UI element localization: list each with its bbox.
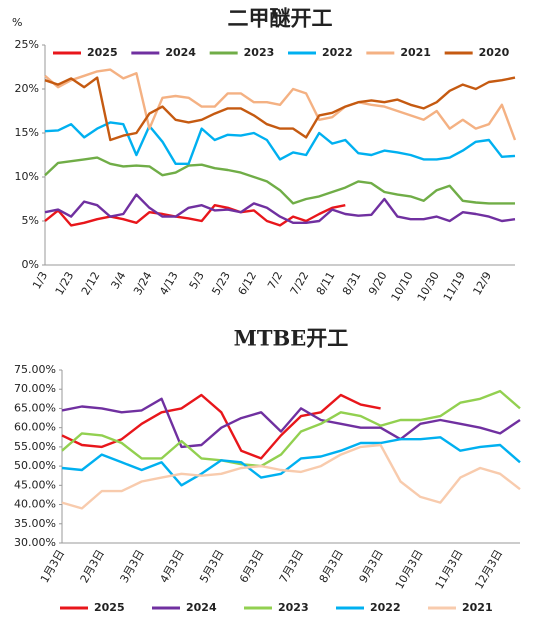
y-tick-label: 10% xyxy=(15,170,39,183)
x-tick-label: 11月3日 xyxy=(433,548,466,592)
y-tick-label: 75.00% xyxy=(14,363,56,376)
chart-title: 二甲醚开工 xyxy=(228,6,333,31)
x-tick-label: 8/11 xyxy=(314,270,338,298)
y-tick-label: 50.00% xyxy=(14,459,56,472)
x-tick-label: 7月3日 xyxy=(277,548,306,586)
series-line xyxy=(44,76,516,142)
series-line xyxy=(44,204,346,227)
x-tick-label: 9/20 xyxy=(366,270,390,298)
series-line xyxy=(44,121,516,165)
y-axis-label: % xyxy=(12,16,22,29)
x-tick-label: 11/19 xyxy=(441,270,468,304)
x-tick-label: 10/30 xyxy=(415,270,442,304)
legend-label: 2024 xyxy=(165,46,196,59)
x-tick-label: 1/23 xyxy=(53,270,77,298)
series-line xyxy=(61,397,521,449)
legend-label: 2025 xyxy=(94,601,125,614)
x-tick-label: 2/12 xyxy=(79,270,103,298)
legend-label: 2020 xyxy=(479,46,510,59)
legend-label: 2022 xyxy=(322,46,353,59)
y-tick-label: 45.00% xyxy=(14,478,56,491)
y-tick-label: 60.00% xyxy=(14,421,56,434)
x-tick-label: 12/9 xyxy=(470,270,494,298)
x-tick-label: 8/31 xyxy=(340,270,364,298)
x-tick-label: 6月3日 xyxy=(237,548,266,586)
y-tick-label: 70.00% xyxy=(14,382,56,395)
x-tick-label: 5/23 xyxy=(209,270,233,298)
legend-label: 2021 xyxy=(400,46,431,59)
x-tick-label: 10/10 xyxy=(389,270,416,304)
x-tick-label: 4/13 xyxy=(157,270,181,298)
x-tick-label: 5/3 xyxy=(187,269,207,291)
series-line xyxy=(44,68,517,141)
x-tick-label: 3/24 xyxy=(131,270,155,298)
legend-label: 2023 xyxy=(278,601,309,614)
legend-label: 2024 xyxy=(186,601,217,614)
y-tick-label: 30.00% xyxy=(14,536,56,549)
legend-label: 2022 xyxy=(370,601,401,614)
y-tick-label: 65.00% xyxy=(14,401,56,414)
x-tick-label: 7/2 xyxy=(265,270,285,292)
y-tick-label: 0% xyxy=(22,258,39,271)
series-line xyxy=(61,443,521,510)
y-tick-label: 25% xyxy=(15,38,39,51)
series-line xyxy=(61,436,521,487)
series-line xyxy=(44,193,516,224)
chart-title: MTBE开工 xyxy=(234,326,349,351)
legend-label: 2021 xyxy=(462,601,493,614)
legend-label: 2023 xyxy=(244,46,275,59)
y-tick-label: 40.00% xyxy=(14,498,56,511)
y-tick-label: 20% xyxy=(15,82,39,95)
series-line xyxy=(61,393,381,460)
x-tick-label: 12月3日 xyxy=(473,548,506,592)
x-tick-label: 1月3日 xyxy=(38,548,67,586)
x-tick-label: 6/12 xyxy=(235,270,259,298)
y-tick-label: 5% xyxy=(22,214,39,227)
x-tick-label: 4月3日 xyxy=(157,548,186,586)
y-tick-label: 35.00% xyxy=(14,517,56,530)
x-tick-label: 2月3日 xyxy=(78,548,107,586)
x-tick-label: 3/4 xyxy=(108,269,128,291)
x-tick-label: 7/22 xyxy=(288,270,312,298)
x-tick-label: 8月3日 xyxy=(317,548,346,586)
x-tick-label: 1/3 xyxy=(30,269,50,291)
x-tick-label: 10月3日 xyxy=(393,548,426,592)
y-tick-label: 15% xyxy=(15,126,39,139)
x-tick-label: 9月3日 xyxy=(357,548,386,586)
x-tick-label: 3月3日 xyxy=(118,548,147,586)
series-line xyxy=(44,156,515,205)
x-tick-label: 5月3日 xyxy=(197,548,226,586)
legend-label: 2025 xyxy=(87,46,118,59)
series-line xyxy=(61,389,521,468)
y-tick-label: 55.00% xyxy=(14,440,56,453)
